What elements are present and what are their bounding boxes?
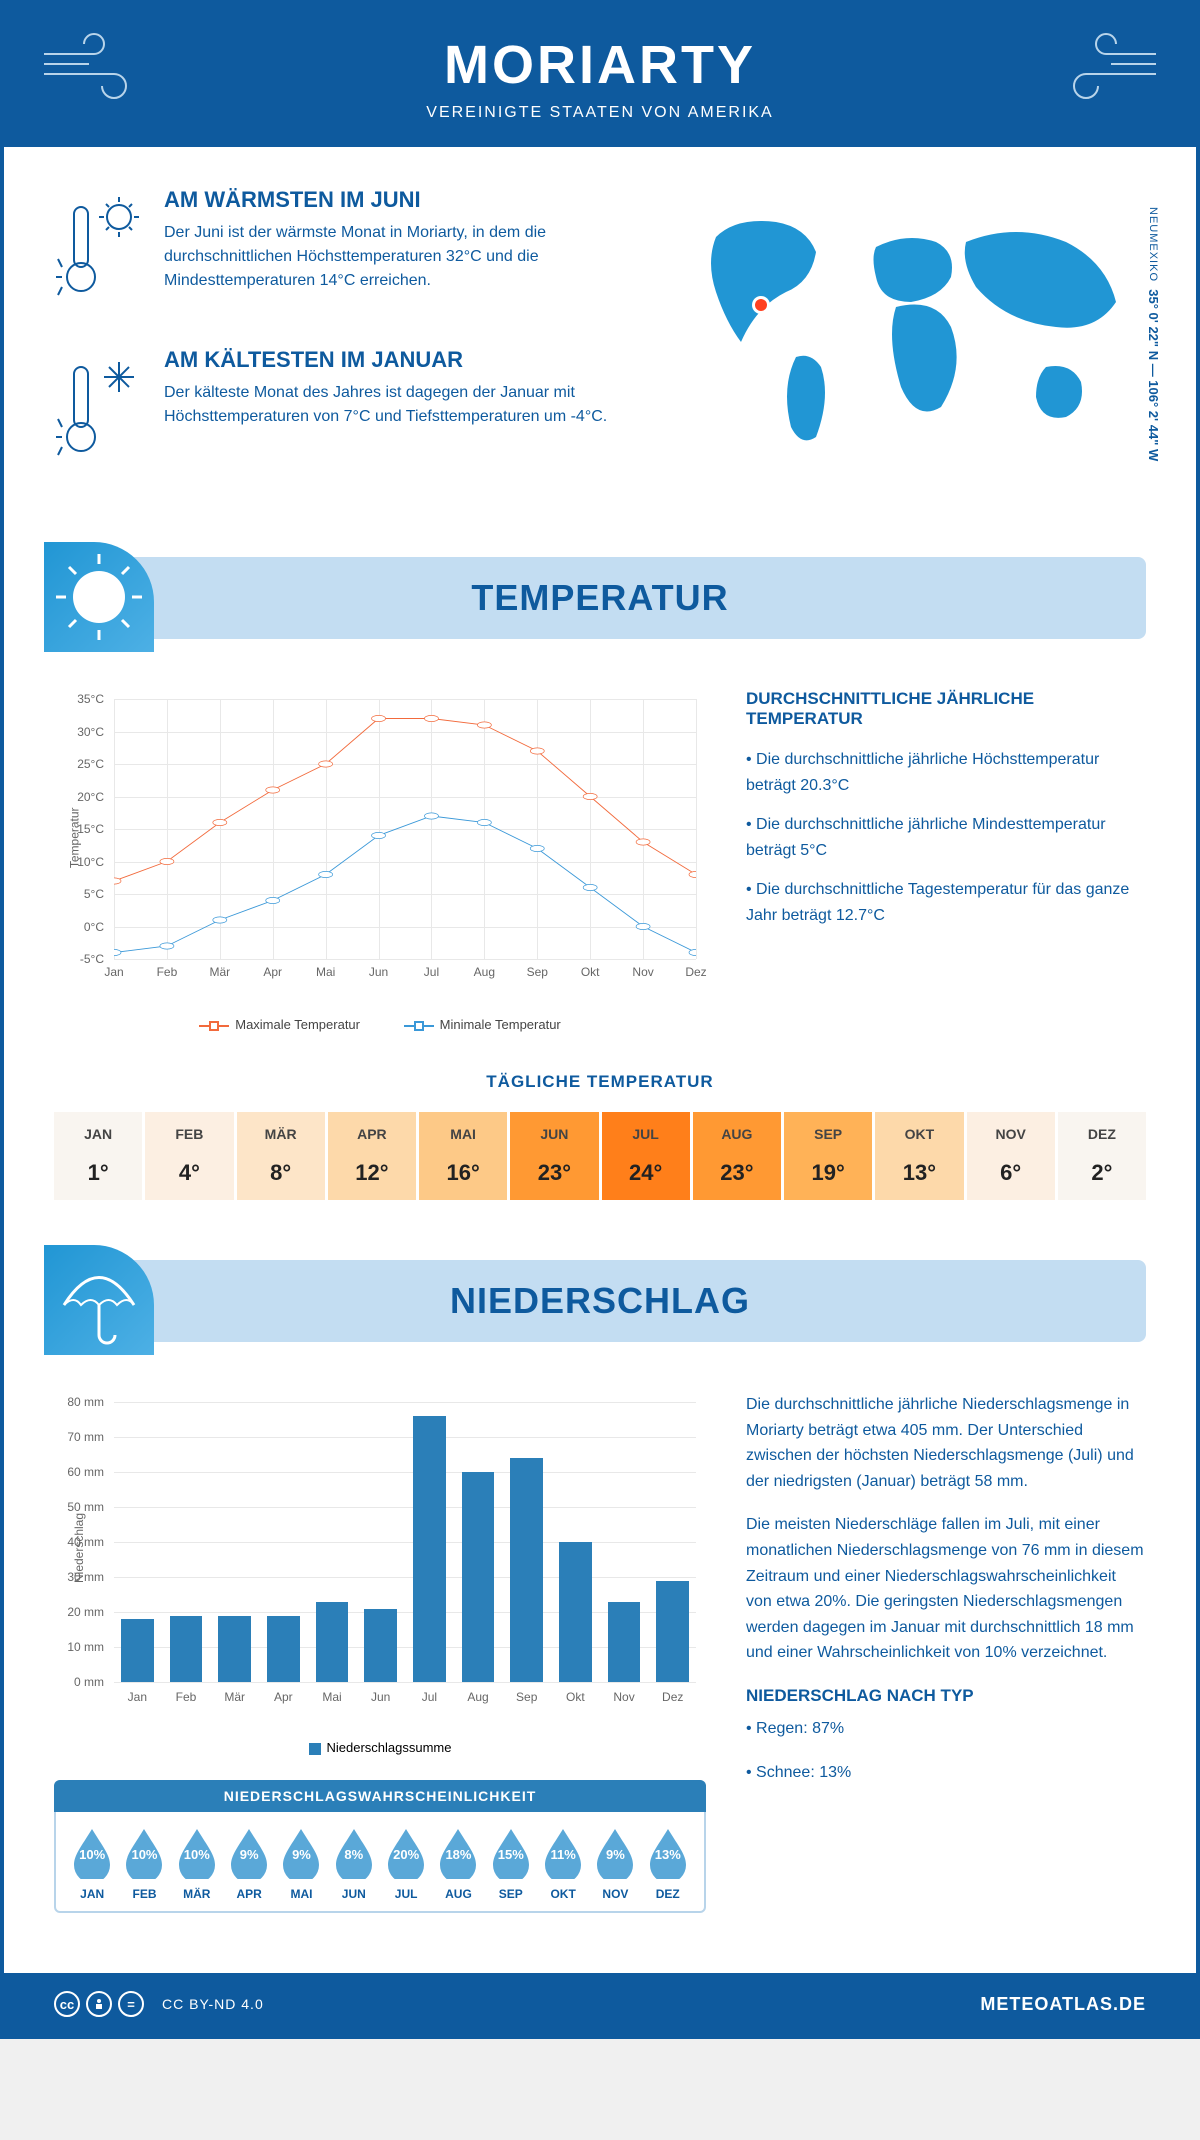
cc-icon: cc — [54, 1991, 80, 2017]
sun-icon — [44, 542, 154, 652]
world-map-icon — [666, 187, 1146, 467]
temp-cell: OKT13° — [875, 1112, 963, 1200]
umbrella-icon — [44, 1245, 154, 1355]
temperature-info: DURCHSCHNITTLICHE JÄHRLICHE TEMPERATUR •… — [746, 689, 1146, 1032]
bar-column: Apr — [260, 1402, 307, 1682]
precip-type: • Schnee: 13% — [746, 1760, 1146, 1786]
precip-paragraph: Die meisten Niederschläge fallen im Juli… — [746, 1512, 1146, 1666]
temperature-chart: Temperatur -5°C0°C5°C10°C15°C20°C25°C30°… — [54, 689, 706, 1032]
bar-column: Nov — [601, 1402, 648, 1682]
temperature-content: Temperatur -5°C0°C5°C10°C15°C20°C25°C30°… — [4, 659, 1196, 1062]
footer: cc = CC BY-ND 4.0 METEOATLAS.DE — [4, 1973, 1196, 2035]
bar-column: Feb — [163, 1402, 210, 1682]
temp-bullet: • Die durchschnittliche jährliche Mindes… — [746, 812, 1146, 863]
coldest-text: Der kälteste Monat des Jahres ist dagege… — [164, 381, 636, 429]
infographic-page: MORIARTY VEREINIGTE STAATEN VON AMERIKA … — [0, 0, 1200, 2039]
temp-cell: JAN1° — [54, 1112, 142, 1200]
temperature-heading: TEMPERATUR — [84, 577, 1116, 619]
bar-column: Jul — [406, 1402, 453, 1682]
precipitation-section-header: NIEDERSCHLAG — [54, 1260, 1146, 1342]
footer-brand: METEOATLAS.DE — [980, 1994, 1146, 2015]
bar-column: Jan — [114, 1402, 161, 1682]
temp-cell: NOV6° — [967, 1112, 1055, 1200]
bar-column: Mai — [309, 1402, 356, 1682]
world-map-block: NEUMEXIKO 35° 0' 22" N — 106° 2' 44" W — [666, 187, 1146, 507]
cc-license: cc = CC BY-ND 4.0 — [54, 1991, 264, 2017]
probability-drop: 10%MÄR — [176, 1827, 218, 1901]
prob-heading: NIEDERSCHLAGSWAHRSCHEINLICHKEIT — [54, 1780, 706, 1812]
probability-drop: 9%APR — [228, 1827, 270, 1901]
probability-drop: 11%OKT — [542, 1827, 584, 1901]
coldest-block: AM KÄLTESTEN IM JANUAR Der kälteste Mona… — [54, 347, 636, 472]
bar-column: Okt — [552, 1402, 599, 1682]
bar-column: Jun — [357, 1402, 404, 1682]
probability-drop: 10%FEB — [123, 1827, 165, 1901]
temp-cell: SEP19° — [784, 1112, 872, 1200]
precip-type: • Regen: 87% — [746, 1716, 1146, 1742]
temp-cell: MÄR8° — [237, 1112, 325, 1200]
probability-drop: 9%MAI — [280, 1827, 322, 1901]
page-title: MORIARTY — [24, 34, 1176, 96]
header: MORIARTY VEREINIGTE STAATEN VON AMERIKA — [4, 4, 1196, 147]
warmest-title: AM WÄRMSTEN IM JUNI — [164, 187, 636, 213]
probability-drop: 9%NOV — [594, 1827, 636, 1901]
thermometer-snow-icon — [54, 347, 144, 472]
temperature-section-header: TEMPERATUR — [54, 557, 1146, 639]
probability-drop: 13%DEZ — [647, 1827, 689, 1901]
nd-icon: = — [118, 1991, 144, 2017]
precipitation-info: Die durchschnittliche jährliche Niedersc… — [746, 1392, 1146, 1913]
page-subtitle: VEREINIGTE STAATEN VON AMERIKA — [24, 104, 1176, 122]
wind-icon — [34, 29, 154, 109]
bar-legend: Niederschlagssumme — [54, 1732, 706, 1755]
coordinates: NEUMEXIKO 35° 0' 22" N — 106° 2' 44" W — [1146, 207, 1161, 461]
temp-info-heading: DURCHSCHNITTLICHE JÄHRLICHE TEMPERATUR — [746, 689, 1146, 729]
precipitation-probability: NIEDERSCHLAGSWAHRSCHEINLICHKEIT 10%JAN10… — [54, 1780, 706, 1913]
intro-section: AM WÄRMSTEN IM JUNI Der Juni ist der wär… — [4, 147, 1196, 537]
temp-bullet: • Die durchschnittliche jährliche Höchst… — [746, 747, 1146, 798]
probability-drop: 10%JAN — [71, 1827, 113, 1901]
by-icon — [86, 1991, 112, 2017]
precipitation-heading: NIEDERSCHLAG — [84, 1280, 1116, 1322]
temp-cell: FEB4° — [145, 1112, 233, 1200]
temp-cell: APR12° — [328, 1112, 416, 1200]
temp-bullet: • Die durchschnittliche Tagestemperatur … — [746, 877, 1146, 928]
daily-temp-heading: TÄGLICHE TEMPERATUR — [54, 1072, 1146, 1092]
bar-column: Sep — [503, 1402, 550, 1682]
temp-cell: AUG23° — [693, 1112, 781, 1200]
temp-cell: DEZ2° — [1058, 1112, 1146, 1200]
precip-paragraph: Die durchschnittliche jährliche Niedersc… — [746, 1392, 1146, 1494]
temp-cell: JUN23° — [510, 1112, 598, 1200]
daily-temperature: TÄGLICHE TEMPERATUR JAN1°FEB4°MÄR8°APR12… — [4, 1062, 1196, 1240]
precipitation-bar-chart: Niederschlag JanFebMärAprMaiJunJulAugSep… — [54, 1392, 706, 1732]
temp-cell: JUL24° — [602, 1112, 690, 1200]
coldest-title: AM KÄLTESTEN IM JANUAR — [164, 347, 636, 373]
warmest-text: Der Juni ist der wärmste Monat in Moriar… — [164, 221, 636, 293]
thermometer-sun-icon — [54, 187, 144, 312]
probability-drop: 20%JUL — [385, 1827, 427, 1901]
bar-column: Aug — [455, 1402, 502, 1682]
chart-legend: Maximale Temperatur Minimale Temperatur — [54, 1009, 706, 1032]
probability-drop: 15%SEP — [490, 1827, 532, 1901]
precipitation-content: Niederschlag JanFebMärAprMaiJunJulAugSep… — [4, 1362, 1196, 1943]
probability-drop: 8%JUN — [333, 1827, 375, 1901]
warmest-block: AM WÄRMSTEN IM JUNI Der Juni ist der wär… — [54, 187, 636, 312]
temp-cell: MAI16° — [419, 1112, 507, 1200]
bar-column: Dez — [649, 1402, 696, 1682]
precip-type-heading: NIEDERSCHLAG NACH TYP — [746, 1686, 1146, 1706]
bar-column: Mär — [211, 1402, 258, 1682]
wind-icon — [1046, 29, 1166, 109]
probability-drop: 18%AUG — [437, 1827, 479, 1901]
